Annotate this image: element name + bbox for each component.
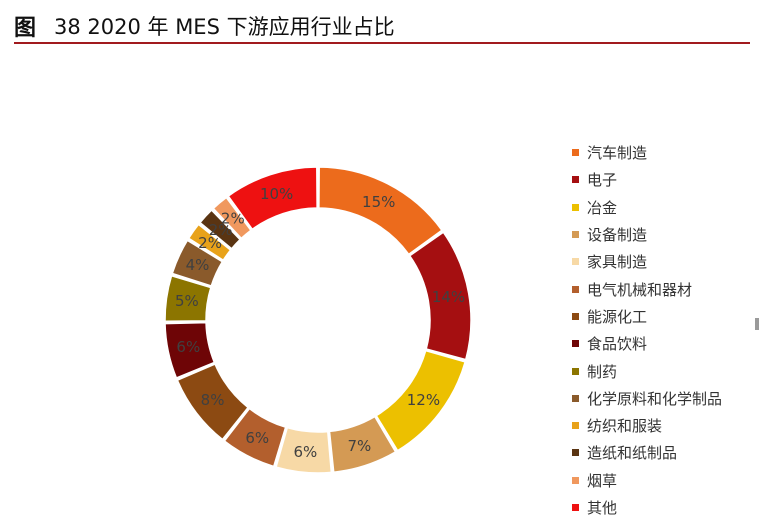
legend-swatch [572, 394, 579, 402]
slice-label-8: 5% [175, 292, 199, 310]
legend-swatch [572, 504, 579, 511]
donut-slice-1 [408, 231, 472, 361]
legend-label: 家具制造 [587, 253, 648, 272]
legend-swatch [572, 176, 579, 184]
legend-item-10: 纺织和服装 [572, 412, 722, 439]
slice-label-10: 2% [198, 234, 222, 252]
legend-label: 造纸和纸制品 [587, 444, 678, 463]
legend-label: 设备制造 [587, 226, 648, 245]
legend-label: 电气机械和器材 [587, 280, 693, 299]
legend-label: 纺织和服装 [587, 417, 663, 436]
slice-label-9: 4% [186, 256, 210, 274]
slice-label-3: 7% [347, 437, 371, 455]
slice-label-7: 6% [176, 338, 200, 356]
slice-label-4: 6% [294, 443, 318, 461]
donut-slice-13 [227, 166, 318, 231]
donut-slice-2 [375, 349, 467, 452]
donut-slice-7 [164, 321, 216, 379]
donut-slice-4 [275, 426, 333, 474]
chart-legend: 汽车制造电子冶金设备制造家具制造电气机械和器材 能源化工食品饮料制药化学原料和化学… [572, 139, 722, 521]
legend-item-0: 汽车制造 [572, 139, 722, 166]
donut-slice-5 [223, 407, 287, 468]
legend-swatch [572, 422, 579, 430]
legend-swatch [572, 258, 579, 266]
legend-item-5: 电气机械和器材 [572, 275, 722, 302]
legend-label: 食品饮料 [587, 335, 648, 354]
donut-slice-6 [176, 363, 250, 441]
donut-slice-11 [198, 209, 242, 250]
legend-swatch [572, 285, 579, 293]
slice-label-6: 8% [201, 391, 225, 409]
legend-label: 化学原料和化学制品 [587, 389, 723, 408]
donut-slice-0 [318, 166, 443, 256]
legend-swatch [572, 340, 579, 348]
legend-item-9: 化学原料和化学制品 [572, 385, 722, 412]
donut-slice-8 [164, 274, 212, 322]
legend-item-8: 制药 [572, 357, 722, 384]
slice-label-13: 10% [260, 185, 293, 203]
slice-label-11: 2% [209, 221, 233, 239]
title-bar: 图 38 2020 年 MES 下游应用行业占比 [14, 6, 750, 44]
donut-slice-3 [328, 415, 397, 474]
slice-label-12: 2% [221, 209, 245, 227]
slice-label-1: 14% [432, 288, 465, 306]
legend-item-2: 冶金 [572, 194, 722, 221]
legend-item-1: 电子 [572, 166, 722, 193]
legend-swatch [572, 312, 579, 320]
donut-slice-12 [212, 196, 252, 240]
donut-slice-10 [187, 223, 232, 262]
chart-title: 38 2020 年 MES 下游应用行业占比 [54, 15, 395, 39]
legend-item-4: 家具制造 [572, 248, 722, 275]
legend-swatch [572, 231, 579, 239]
figure-label: 图 [14, 16, 37, 41]
legend-swatch [572, 449, 579, 457]
legend-label: 汽车制造 [587, 144, 648, 163]
legend-label: 电子 [587, 171, 618, 190]
legend-label: 其他 [587, 499, 618, 517]
legend-label: 能源化工 [587, 307, 648, 326]
scrollbar-handle[interactable] [755, 318, 759, 330]
legend-swatch [572, 367, 579, 375]
legend-item-12: 烟草 [572, 467, 722, 494]
legend-swatch [572, 476, 579, 484]
legend-item-3: 设备制造 [572, 221, 722, 248]
legend-label: 制药 [587, 362, 618, 381]
legend-item-6: 能源化工 [572, 303, 722, 330]
legend-item-7: 食品饮料 [572, 330, 722, 357]
legend-label: 冶金 [587, 198, 618, 217]
legend-label: 烟草 [587, 471, 618, 490]
legend-swatch [572, 149, 579, 157]
slice-label-2: 12% [407, 391, 440, 409]
slice-label-0: 15% [362, 193, 395, 211]
donut-slice-9 [171, 239, 224, 287]
legend-swatch [572, 203, 579, 211]
legend-item-11: 造纸和纸制品 [572, 439, 722, 466]
slice-label-5: 6% [245, 429, 269, 447]
legend-item-13: 其他 [572, 494, 722, 521]
